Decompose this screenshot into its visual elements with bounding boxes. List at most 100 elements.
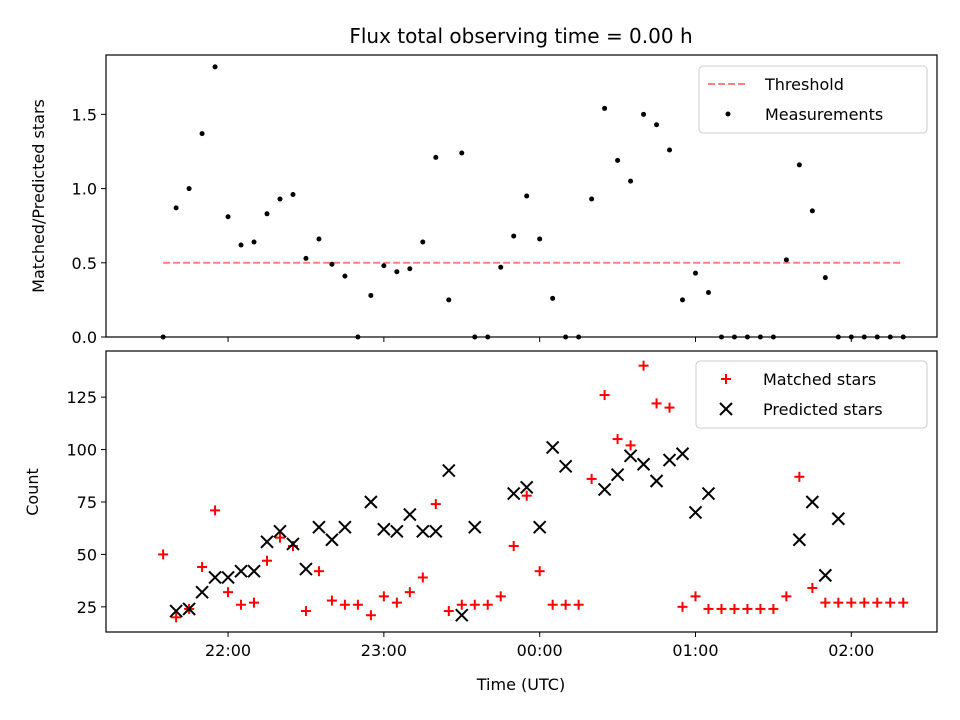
predicted-star-point [247, 564, 261, 578]
predicted-star-point [364, 495, 378, 509]
predicted-star-point [455, 608, 469, 622]
measurement-point [498, 264, 504, 270]
top-legend-box [698, 65, 928, 134]
matched-star-point [898, 597, 909, 608]
matched-star-point [223, 587, 234, 598]
matched-star-point [430, 499, 441, 510]
predicted-star-point [416, 524, 430, 539]
measurement-point [459, 150, 465, 156]
predicted-star-point [299, 562, 313, 576]
measurement-point [615, 157, 621, 163]
predicted-star-point [377, 522, 391, 536]
matched-star-point [482, 599, 493, 610]
predicted-star-point [312, 520, 326, 534]
matched-star-point [742, 603, 753, 614]
matched-star-point [326, 595, 337, 606]
predicted-star-point [403, 507, 417, 522]
predicted-star-point [468, 520, 482, 534]
predicted-star-point [805, 495, 820, 509]
bottom-x-tick-label: 00:00 [517, 641, 563, 660]
matched-star-point [495, 591, 506, 602]
measurement-point [238, 242, 244, 248]
bottom-x-tick-label: 02:00 [828, 641, 874, 660]
matched-star-point [249, 597, 260, 608]
measurement-point [446, 297, 452, 303]
predicted-star-point [429, 524, 443, 539]
measurement-point [822, 275, 828, 281]
measurement-point [511, 233, 517, 239]
matched-star-point [158, 549, 169, 560]
measurement-point [524, 193, 530, 199]
predicted-star-point [623, 449, 638, 463]
predicted-legend-swatch [719, 402, 733, 416]
matched-star-point [573, 599, 584, 610]
bottom-y-axis-label: Count [23, 468, 42, 516]
measurement-point [537, 236, 543, 242]
matched-star-point [300, 606, 311, 617]
matched-star-point [872, 597, 883, 608]
bottom-y-ticks: 25 50 75 100 125 [66, 388, 106, 617]
matched-star-point [703, 603, 714, 614]
measurement-point [290, 192, 296, 198]
predicted-star-point [390, 524, 404, 539]
matched-star-point [859, 597, 870, 608]
matched-star-point [171, 612, 182, 623]
matched-star-point [716, 603, 727, 614]
predicted-star-point [286, 537, 300, 551]
measurements-legend-swatch [725, 111, 731, 117]
predicted-star-point [208, 570, 222, 585]
measurement-point [329, 261, 335, 267]
predicted-star-point [519, 480, 534, 495]
matched-star-point [236, 599, 247, 610]
measurement-point [602, 105, 608, 111]
measurement-point [303, 255, 309, 261]
measurement-point [589, 196, 595, 202]
top-y-tick-label: 1.5 [72, 105, 97, 124]
measurements-legend-label: Measurements [765, 105, 883, 124]
predicted-star-point [610, 468, 625, 482]
top-y-tick-label: 0.5 [72, 254, 97, 273]
measurement-point [796, 162, 802, 168]
matched-star-point [547, 599, 558, 610]
matched-star-point [521, 490, 532, 501]
predicted-star-point [325, 533, 339, 547]
bottom-x-axis-label: Time (UTC) [476, 675, 565, 694]
bottom-x-ticks: 22:00 23:00 00:00 01:00 02:00 [205, 632, 874, 660]
measurement-point [342, 273, 348, 279]
predicted-star-point [532, 520, 547, 534]
matched-star-point [807, 582, 818, 593]
matched-star-point [443, 606, 454, 617]
top-y-ticks: 0.0 0.5 1.0 1.5 [72, 105, 106, 347]
predicted-star-point [688, 505, 703, 520]
top-y-tick-label: 0.0 [72, 328, 97, 347]
predicted-star-point [234, 564, 248, 578]
matched-star-point [599, 390, 610, 401]
measurement-point [381, 263, 387, 269]
predicted-star-point [662, 453, 677, 467]
matched-star-point [612, 434, 623, 445]
measurement-point [809, 208, 815, 214]
predicted-star-point [649, 474, 664, 488]
threshold-legend-label: Threshold [764, 75, 844, 94]
predicted-star-point [182, 602, 196, 616]
bottom-y-tick-label: 50 [77, 545, 97, 564]
measurement-point [641, 111, 647, 117]
matched-star-point [677, 601, 688, 612]
top-y-tick-label: 1.0 [72, 180, 97, 199]
predicted-star-point [442, 463, 456, 478]
predicted-star-point [260, 535, 274, 549]
bottom-data-marks [158, 360, 909, 623]
measurement-point [186, 186, 192, 192]
measurement-point [251, 239, 257, 245]
measurement-point [667, 147, 673, 153]
predicted-star-point [221, 570, 235, 585]
matched-star-point [638, 360, 649, 371]
measurement-point [680, 297, 686, 303]
measurement-point [705, 289, 711, 295]
matched-star-point [755, 603, 766, 614]
predicted-legend-label: Predicted stars [763, 400, 883, 419]
matched-star-point [586, 473, 597, 484]
bottom-x-tick-label: 01:00 [672, 641, 718, 660]
bottom-y-tick-label: 125 [66, 388, 97, 407]
